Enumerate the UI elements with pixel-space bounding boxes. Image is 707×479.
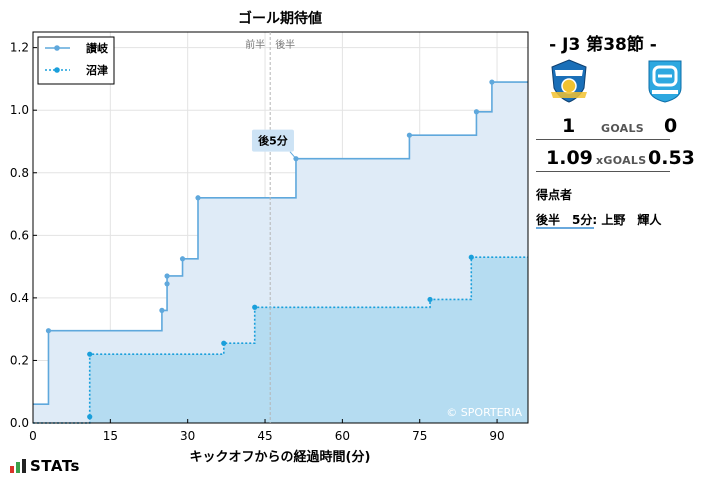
away-xg: 0.53	[648, 147, 695, 169]
annotation-label: 後5分	[258, 134, 288, 148]
goals-label: GOALS	[601, 122, 645, 135]
away-goals: 0	[664, 115, 678, 137]
halftime-marker: 前半 後半	[245, 32, 295, 423]
series-area-2	[33, 257, 528, 423]
legend-box	[37, 36, 115, 85]
scorer-underline	[536, 227, 594, 229]
data-point	[159, 307, 165, 313]
chart-title: ゴール期待値	[238, 10, 322, 27]
data-point	[473, 109, 480, 115]
y-tick-label: 0.6	[10, 228, 29, 242]
goals-row: 1 GOALS 0	[536, 113, 677, 140]
match-title: - J3 第38節 -	[549, 35, 657, 55]
series-lines	[33, 81, 528, 424]
data-point	[427, 296, 433, 303]
x-tick-label: 30	[180, 429, 195, 443]
home-xg: 1.09	[546, 147, 593, 169]
second-half-label: 後半	[275, 38, 295, 51]
away-crest-icon	[648, 60, 682, 103]
y-tick-label: 0.4	[10, 291, 29, 305]
legend-marker	[54, 67, 60, 73]
series-points	[45, 79, 495, 420]
data-point	[179, 256, 186, 262]
stats-logo-text: STATs	[30, 457, 80, 475]
data-point	[164, 281, 170, 287]
data-point	[221, 340, 227, 346]
match-panel: - J3 第38節 - 1 GOALS 0 1.09 xGOALS 0.53 得…	[533, 0, 707, 479]
data-point	[164, 273, 170, 279]
stats-bars-icon	[10, 459, 26, 473]
y-tick-label: 0.2	[10, 353, 29, 367]
y-tick-label: 0.8	[10, 166, 29, 180]
watermark: © SPORTERIA	[446, 406, 522, 419]
x-tick-label: 75	[412, 429, 427, 443]
legend-label: 沼津	[86, 63, 108, 77]
y-tick-label: 1.2	[10, 41, 29, 55]
xgoals-row: 1.09 xGOALS 0.53	[536, 145, 695, 172]
legend-label: 讃岐	[86, 41, 109, 55]
data-point	[45, 328, 52, 334]
home-goals: 1	[562, 115, 576, 137]
axis-ticks: 0 15 30 45 60 75 90 0.0 0.2 0.4 0.6 0.8 1.0 1.2	[10, 31, 529, 443]
scorers-title: 得点者	[536, 188, 573, 202]
annotations: 後5分	[251, 129, 297, 160]
x-axis-label: キックオフからの経過時間(分)	[190, 449, 371, 465]
x-tick-label: 90	[489, 429, 504, 443]
xg-chart: ゴール期待値 0 15 30 45 60 75 90 0.0 0.2 0.4 0.6 0.8 1.0 1.…	[10, 10, 529, 465]
y-tick-label: 1.0	[10, 103, 29, 117]
data-point	[468, 254, 474, 260]
xgoals-label: xGOALS	[596, 154, 647, 167]
annotation-leader	[289, 151, 297, 160]
home-crest-icon	[551, 59, 587, 103]
first-half-label: 前半	[245, 38, 265, 51]
data-point	[406, 132, 413, 138]
data-point	[252, 304, 258, 310]
scorer-entry: 後半 5分: 上野 輝人	[536, 213, 662, 227]
data-point	[489, 79, 495, 85]
x-tick-label: 15	[103, 429, 118, 443]
x-tick-label: 60	[335, 429, 350, 443]
series-areas	[33, 82, 528, 423]
series-line-1	[33, 81, 528, 406]
y-tick-label: 0.0	[10, 416, 29, 430]
x-tick-label: 45	[257, 429, 272, 443]
data-point	[195, 195, 201, 201]
annotation-box	[251, 129, 294, 152]
series-line-2	[33, 256, 528, 424]
legend-marker	[54, 45, 60, 51]
x-tick-label: 0	[29, 429, 37, 443]
data-point	[87, 351, 93, 357]
plot-frame	[32, 31, 529, 424]
data-point	[87, 414, 93, 420]
